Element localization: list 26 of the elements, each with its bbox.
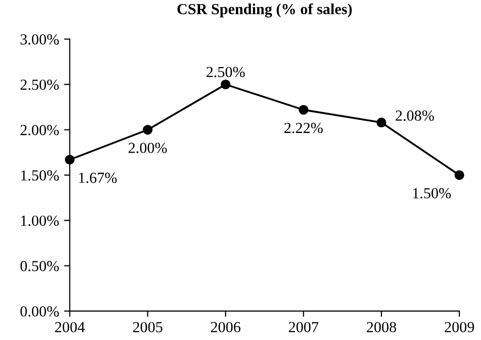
data-label: 2.22% — [284, 122, 323, 134]
y-tick-label: 1.50% — [21, 170, 59, 181]
x-tick-label: 2006 — [210, 322, 240, 332]
x-tick-label: 2007 — [288, 322, 318, 332]
y-tick-label: 1.00% — [21, 216, 59, 226]
data-label: 2.50% — [206, 66, 245, 78]
x-tick-label: 2009 — [444, 322, 474, 332]
chart-title: CSR Spending (% of sales) — [177, 3, 352, 18]
data-label: 2.00% — [128, 142, 167, 154]
y-tick-label: 0.00% — [20, 306, 59, 317]
point — [454, 170, 464, 180]
y-tick-label: 0.50% — [20, 260, 59, 272]
point — [376, 118, 386, 128]
point — [220, 80, 230, 90]
x-tick-label: 2008 — [366, 322, 396, 332]
y-tick-label: 2.50% — [20, 80, 59, 90]
y-tick-label: 2.00% — [20, 124, 59, 136]
point — [298, 104, 308, 115]
data-label: 2.08% — [396, 110, 434, 121]
data-label: 1.50% — [413, 188, 451, 198]
point — [64, 154, 75, 165]
y-tick-label: 3.00% — [20, 34, 59, 45]
x-tick-label: 2004 — [55, 322, 85, 332]
x-tick-label: 2005 — [133, 322, 162, 332]
data-label: 1.67% — [79, 172, 117, 184]
point — [142, 124, 153, 135]
